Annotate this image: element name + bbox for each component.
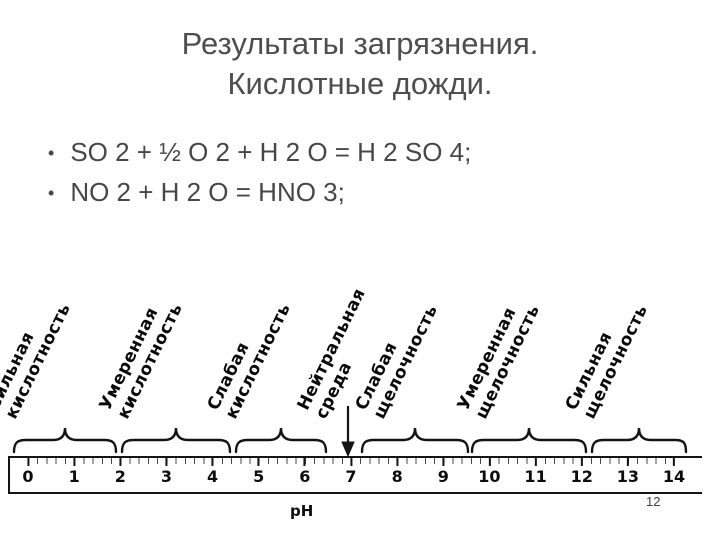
ruler-mark: 2: [115, 458, 126, 485]
brace-moderate-alkalinity: [470, 427, 588, 454]
neutral-arrow-icon: [341, 406, 355, 458]
slide-title: Результаты загрязнения. Кислотные дожди.: [0, 24, 720, 105]
brace-strong-alkalinity: [590, 427, 688, 454]
ph-scale-diagram: Сильная кислотность Умеренная кислотност…: [0, 240, 720, 540]
ruler-mark: 7: [345, 458, 357, 485]
ruler-mark: 9: [438, 458, 449, 485]
ruler-mark: 11: [524, 458, 547, 485]
bullet-marker: •: [48, 183, 55, 204]
brace-strong-acidity: [12, 427, 118, 454]
ruler-mark: 3: [161, 458, 172, 485]
ruler-mark: 4: [207, 458, 218, 485]
label-strong-acidity: Сильная кислотность: [0, 299, 75, 422]
label-moderate-alkalinity: Умеренная щелочность: [453, 301, 544, 422]
bullet-marker: •: [48, 143, 55, 163]
ruler-mark: 13: [617, 458, 639, 485]
brace-weak-acidity: [234, 427, 328, 454]
brace-moderate-acidity: [120, 427, 232, 454]
bullet-text-no2: NO 2 + H 2 O = HNO 3;: [70, 177, 345, 208]
bullet-item: • NO 2 + H 2 O = HNO 3;: [48, 172, 668, 212]
title-line-1: Результаты загрязнения.: [181, 26, 539, 61]
label-moderate-acidity: Умеренная кислотность: [95, 299, 187, 422]
bullet-list: • SO 2 + ½ O 2 + H 2 O = H 2 SO 4; • NO …: [48, 132, 668, 213]
bullet-item: • SO 2 + ½ O 2 + H 2 O = H 2 SO 4;: [48, 132, 668, 172]
brace-weak-alkalinity: [360, 427, 470, 454]
ruler-mark: 5: [253, 458, 264, 485]
ph-axis-label: рН: [290, 502, 314, 520]
range-braces: [12, 427, 688, 454]
page-number: 12: [646, 494, 661, 509]
ph-ruler: 0 1 2 3 4 5 6 7 8 9 10 11 12 13 14: [8, 456, 702, 494]
ruler-mark: 1: [69, 458, 80, 485]
title-line-2: Кислотные дожди.: [227, 66, 493, 102]
ruler-track: 0 1 2 3 4 5 6 7 8 9 10 11 12 13 14: [22, 458, 685, 492]
ruler-mark: 12: [571, 458, 593, 485]
label-weak-acidity: Слабая кислотность: [203, 299, 295, 422]
ruler-mark: 0: [22, 458, 34, 485]
bullet-text-so2: SO 2 + ½ O 2 + H 2 O = H 2 SO 4;: [70, 137, 472, 167]
ruler-mark: 6: [299, 458, 310, 485]
ruler-mark: 10: [478, 458, 501, 485]
label-strong-alkalinity: Сильная щелочность: [561, 301, 652, 422]
ruler-mark: 14: [663, 458, 685, 485]
ruler-mark: 8: [392, 458, 403, 485]
